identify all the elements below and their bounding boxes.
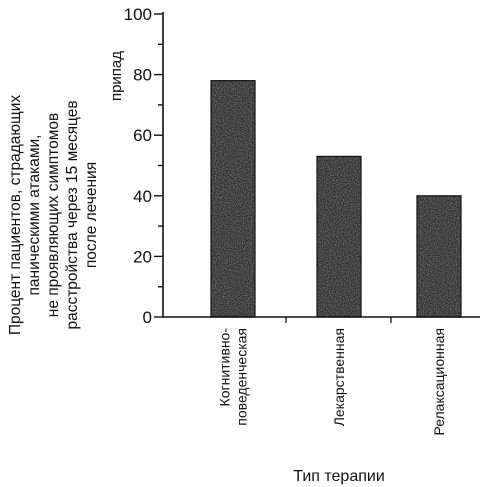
- y-axis-label-line: не проявляющих симптомов: [45, 113, 62, 317]
- x-axis-ticks: [285, 317, 392, 323]
- bar: [416, 195, 462, 318]
- category-label: Лекарственная: [331, 328, 347, 426]
- y-tick-label: 40: [133, 187, 152, 206]
- y-tick-label: 60: [133, 126, 152, 145]
- y-axis-label-line: Процент пациентов, страдающих: [7, 95, 24, 336]
- y-axis-label-line: паническими атаками,: [26, 135, 43, 296]
- bar-texture: [417, 195, 461, 317]
- y-tick-label: 100: [124, 5, 152, 24]
- bar: [210, 80, 256, 318]
- bar-texture: [211, 80, 255, 317]
- bar: [316, 155, 362, 318]
- y-axis-label-line: расстройства через 15 месяцев: [64, 100, 81, 329]
- category-label-line: Когнитивно-: [217, 328, 233, 407]
- x-axis-category-labels: Когнитивно-поведенческая Лекарственная Рел…: [217, 328, 448, 436]
- bars: [210, 80, 462, 318]
- y-axis-label-line: после лечения: [83, 162, 100, 268]
- category-label: Когнитивно-поведенческая: [217, 328, 250, 426]
- y-axis-extra-label: припад: [108, 51, 125, 101]
- y-axis-label: Процент пациентов, страдающих паническими…: [7, 95, 100, 336]
- bar-texture: [317, 156, 361, 317]
- category-label: Релаксационная: [431, 328, 447, 436]
- y-tick-label: 20: [133, 247, 152, 266]
- y-axis-tick-labels: 0 20 40 60 80 100: [124, 5, 152, 327]
- x-axis-label: Тип терапии: [293, 468, 385, 485]
- category-label-line: Лекарственная: [331, 328, 347, 426]
- y-tick-label: 0: [143, 308, 152, 327]
- category-label-line: Релаксационная: [431, 328, 447, 436]
- category-label-line: поведенческая: [234, 328, 250, 426]
- y-axis-ticks: [154, 13, 163, 318]
- y-tick-label: 80: [133, 66, 152, 85]
